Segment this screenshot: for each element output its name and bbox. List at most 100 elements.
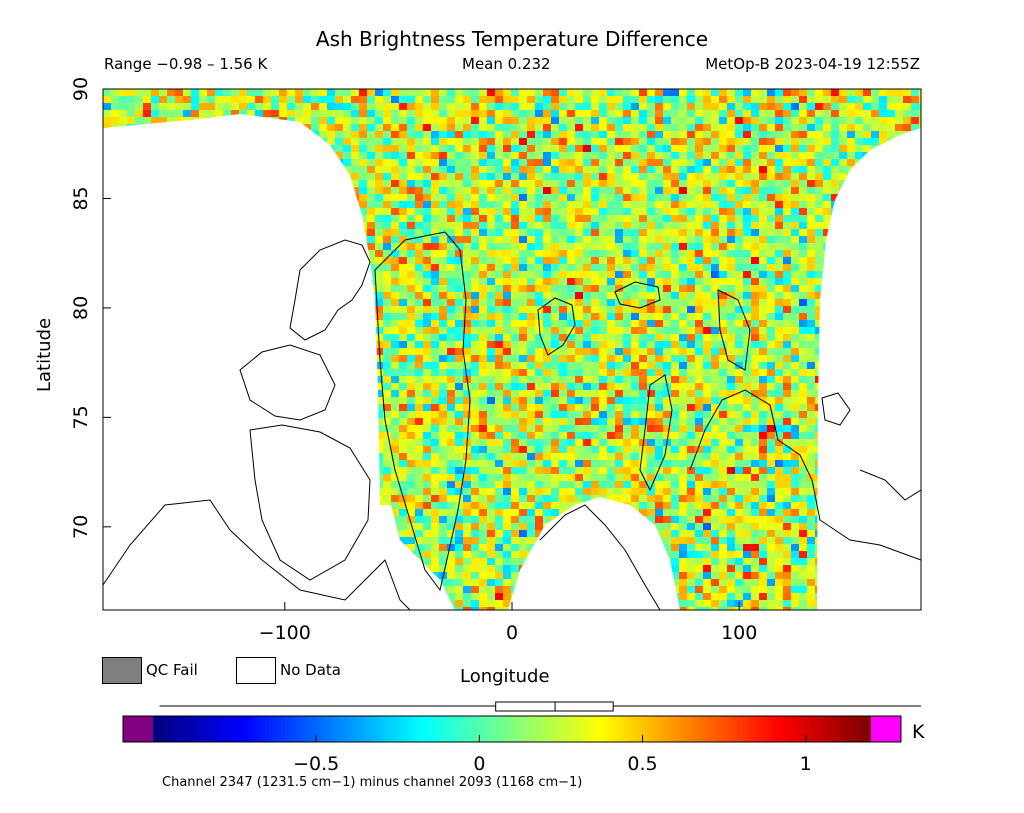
heatmap-cell [559, 222, 568, 230]
heatmap-cell [631, 152, 640, 160]
heatmap-cell [535, 383, 544, 391]
heatmap-cell [447, 131, 456, 139]
heatmap-cell [711, 180, 720, 188]
heatmap-cell [599, 89, 608, 97]
heatmap-cell [783, 299, 792, 307]
heatmap-cell [479, 320, 488, 328]
heatmap-cell [359, 145, 368, 153]
heatmap-cell [375, 397, 384, 405]
heatmap-cell [799, 138, 808, 146]
heatmap-cell [679, 194, 688, 202]
heatmap-cell [423, 397, 432, 405]
heatmap-cell [335, 117, 344, 125]
heatmap-cell [695, 145, 704, 153]
heatmap-cell [775, 299, 784, 307]
heatmap-cell [551, 306, 560, 314]
heatmap-cell [607, 418, 616, 426]
heatmap-cell [663, 138, 672, 146]
heatmap-cell [559, 138, 568, 146]
heatmap-cell [447, 110, 456, 118]
heatmap-cell [703, 362, 712, 370]
heatmap-cell [471, 96, 480, 104]
heatmap-cell [655, 418, 664, 426]
heatmap-cell [623, 117, 632, 125]
heatmap-cell [807, 166, 816, 174]
heatmap-cell [647, 145, 656, 153]
heatmap-cell [519, 404, 528, 412]
heatmap-cell [799, 124, 808, 132]
heatmap-cell [527, 355, 536, 363]
heatmap-cell [455, 152, 464, 160]
heatmap-cell [495, 166, 504, 174]
heatmap-cell [383, 264, 392, 272]
heatmap-cell [495, 138, 504, 146]
heatmap-cell [783, 327, 792, 335]
heatmap-cell [383, 180, 392, 188]
heatmap-cell [207, 110, 216, 118]
heatmap-cell [631, 145, 640, 153]
heatmap-cell [743, 285, 752, 293]
heatmap-cell [751, 257, 760, 265]
heatmap-cell [407, 110, 416, 118]
heatmap-cell [591, 327, 600, 335]
heatmap-cell [695, 131, 704, 139]
heatmap-cell [503, 355, 512, 363]
heatmap-cell [415, 418, 424, 426]
heatmap-cell [671, 313, 680, 321]
heatmap-cell [471, 348, 480, 356]
heatmap-cell [471, 278, 480, 286]
heatmap-cell [527, 411, 536, 419]
heatmap-cell [583, 257, 592, 265]
heatmap-cell [719, 264, 728, 272]
heatmap-cell [423, 383, 432, 391]
heatmap-cell [375, 390, 384, 398]
heatmap-cell [399, 397, 408, 405]
heatmap-cell [679, 355, 688, 363]
heatmap-cell [751, 313, 760, 321]
heatmap-cell [535, 96, 544, 104]
heatmap-cell [735, 159, 744, 167]
heatmap-cell [711, 166, 720, 174]
heatmap-cell [455, 103, 464, 111]
heatmap-cell [807, 411, 816, 419]
heatmap-cell [815, 145, 824, 153]
heatmap-cell [879, 96, 888, 104]
heatmap-cell [367, 250, 376, 258]
heatmap-cell [415, 271, 424, 279]
heatmap-cell [559, 292, 568, 300]
heatmap-cell [615, 285, 624, 293]
heatmap-cell [511, 292, 520, 300]
heatmap-cell [671, 327, 680, 335]
heatmap-cell [679, 418, 688, 426]
heatmap-cell [463, 397, 472, 405]
heatmap-cell [527, 285, 536, 293]
heatmap-cell [903, 103, 912, 111]
range-readout: Range −0.98 – 1.56 K [104, 55, 268, 73]
heatmap-cell [327, 131, 336, 139]
heatmap-cell [615, 194, 624, 202]
heatmap-cell [663, 404, 672, 412]
heatmap-cell [591, 166, 600, 174]
heatmap-cell [791, 411, 800, 419]
heatmap-cell [463, 152, 472, 160]
heatmap-cell [735, 103, 744, 111]
heatmap-cell [663, 418, 672, 426]
heatmap-cell [711, 96, 720, 104]
heatmap-cell [655, 215, 664, 223]
heatmap-cell [431, 418, 440, 426]
heatmap-cell [527, 320, 536, 328]
heatmap-cell [791, 292, 800, 300]
heatmap-cell [823, 110, 832, 118]
heatmap-cell [519, 215, 528, 223]
heatmap-cell [519, 292, 528, 300]
heatmap-cell [695, 362, 704, 370]
heatmap-cell [711, 243, 720, 251]
heatmap-cell [815, 166, 824, 174]
heatmap-cell [791, 208, 800, 216]
heatmap-cell [527, 229, 536, 237]
heatmap-cell [519, 299, 528, 307]
heatmap-cell [583, 271, 592, 279]
heatmap-cell [751, 187, 760, 195]
heatmap-cell [343, 89, 352, 97]
